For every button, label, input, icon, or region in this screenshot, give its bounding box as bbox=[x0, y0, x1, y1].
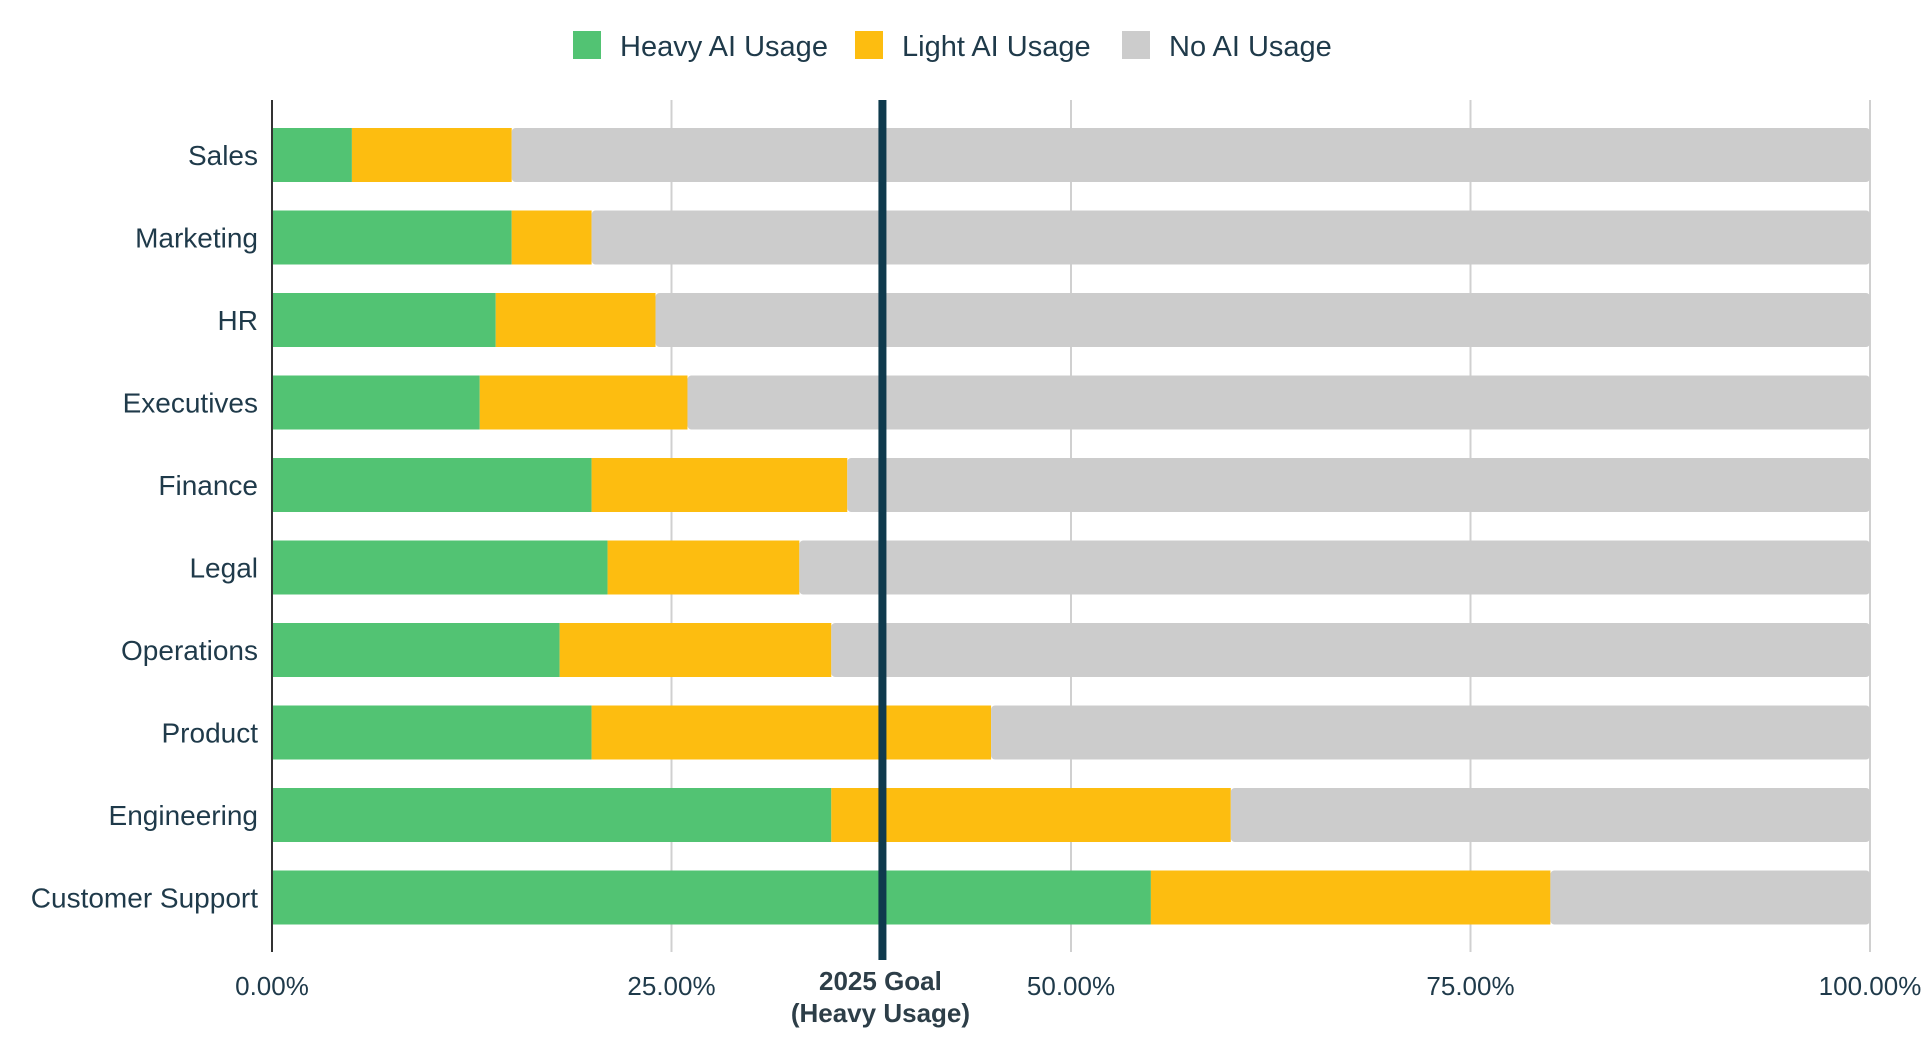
bar-6-0 bbox=[272, 623, 560, 677]
category-label-4: Finance bbox=[158, 470, 258, 501]
x-tick-label-2: 50.00% bbox=[1027, 971, 1115, 1001]
bar-0-0 bbox=[272, 128, 352, 182]
category-label-9: Customer Support bbox=[31, 883, 258, 914]
category-label-6: Operations bbox=[121, 635, 258, 666]
bar-3-2 bbox=[687, 375, 1870, 430]
bar-8-1 bbox=[831, 788, 1231, 842]
category-label-8: Engineering bbox=[109, 800, 258, 831]
goal-label-line2: (Heavy Usage) bbox=[791, 998, 970, 1028]
category-labels: Sales Marketing HR Executives Finance Legal Op… bbox=[31, 140, 258, 914]
legend-swatch-0 bbox=[573, 31, 601, 59]
legend-swatch-1 bbox=[855, 31, 883, 59]
bar-5-1 bbox=[607, 540, 800, 595]
bar-2-0 bbox=[272, 293, 496, 347]
bar-5-2 bbox=[799, 540, 1870, 595]
bar-9-0 bbox=[272, 870, 1151, 925]
x-tick-label-0: 0.00% bbox=[235, 971, 309, 1001]
category-label-0: Sales bbox=[188, 140, 258, 171]
category-label-3: Executives bbox=[123, 388, 258, 419]
bar-0-2 bbox=[511, 128, 1871, 182]
x-tick-label-4: 100.00% bbox=[1819, 971, 1922, 1001]
legend-label-0: Heavy AI Usage bbox=[620, 31, 828, 63]
category-label-1: Marketing bbox=[135, 223, 258, 254]
bar-3-1 bbox=[479, 375, 688, 430]
bar-1-2 bbox=[591, 210, 1870, 265]
legend-swatch-2 bbox=[1122, 31, 1150, 59]
bar-8-0 bbox=[272, 788, 832, 842]
bar-1-0 bbox=[272, 210, 512, 265]
bar-4-0 bbox=[272, 458, 592, 512]
legend: Heavy AI Usage Light AI Usage No AI Usage bbox=[573, 31, 1332, 63]
bar-7-0 bbox=[272, 705, 592, 760]
category-label-7: Product bbox=[162, 718, 259, 749]
bar-7-1 bbox=[591, 705, 992, 760]
goal-reference: 2025 Goal(Heavy Usage) bbox=[791, 100, 970, 1028]
x-tick-label-3: 75.00% bbox=[1426, 971, 1514, 1001]
category-label-5: Legal bbox=[189, 553, 258, 584]
bar-6-1 bbox=[559, 623, 832, 677]
bar-0-1 bbox=[351, 128, 512, 182]
x-tick-labels: 0.00% 25.00% 50.00% 75.00% 100.00% bbox=[235, 971, 1921, 1001]
bar-5-0 bbox=[272, 540, 608, 595]
x-tick-label-1: 25.00% bbox=[627, 971, 715, 1001]
bar-2-2 bbox=[655, 293, 1870, 347]
legend-label-1: Light AI Usage bbox=[902, 31, 1091, 63]
bar-3-0 bbox=[272, 375, 480, 430]
bar-8-2 bbox=[1230, 788, 1870, 842]
legend-label-2: No AI Usage bbox=[1169, 31, 1332, 63]
bars bbox=[272, 128, 1871, 925]
bar-9-1 bbox=[1150, 870, 1551, 925]
bar-4-1 bbox=[591, 458, 848, 512]
bar-4-2 bbox=[847, 458, 1870, 512]
category-label-2: HR bbox=[218, 305, 258, 336]
bar-2-1 bbox=[495, 293, 656, 347]
bar-7-2 bbox=[991, 705, 1870, 760]
bar-9-2 bbox=[1550, 870, 1870, 925]
bar-1-1 bbox=[511, 210, 592, 265]
goal-label-line1: 2025 Goal bbox=[819, 966, 942, 996]
bar-6-2 bbox=[831, 623, 1870, 677]
